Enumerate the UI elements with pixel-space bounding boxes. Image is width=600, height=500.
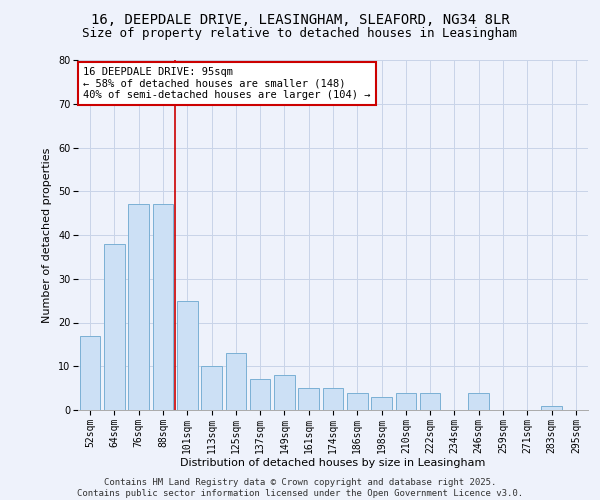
Bar (323, 388, 343, 410)
Bar (226, 353, 246, 410)
Bar (347, 392, 368, 410)
Bar (177, 300, 197, 410)
Bar (80, 336, 100, 410)
Bar (274, 375, 295, 410)
Bar (541, 406, 562, 410)
Y-axis label: Number of detached properties: Number of detached properties (43, 148, 52, 322)
Text: Size of property relative to detached houses in Leasingham: Size of property relative to detached ho… (83, 28, 517, 40)
Text: 16, DEEPDALE DRIVE, LEASINGHAM, SLEAFORD, NG34 8LR: 16, DEEPDALE DRIVE, LEASINGHAM, SLEAFORD… (91, 12, 509, 26)
Bar (371, 397, 392, 410)
Bar (152, 204, 173, 410)
X-axis label: Distribution of detached houses by size in Leasingham: Distribution of detached houses by size … (181, 458, 485, 468)
Bar (298, 388, 319, 410)
Bar (104, 244, 125, 410)
Bar (250, 380, 271, 410)
Text: 16 DEEPDALE DRIVE: 95sqm
← 58% of detached houses are smaller (148)
40% of semi-: 16 DEEPDALE DRIVE: 95sqm ← 58% of detach… (83, 67, 371, 100)
Bar (201, 366, 222, 410)
Bar (128, 204, 149, 410)
Bar (420, 392, 440, 410)
Bar (469, 392, 489, 410)
Text: Contains HM Land Registry data © Crown copyright and database right 2025.
Contai: Contains HM Land Registry data © Crown c… (77, 478, 523, 498)
Bar (395, 392, 416, 410)
